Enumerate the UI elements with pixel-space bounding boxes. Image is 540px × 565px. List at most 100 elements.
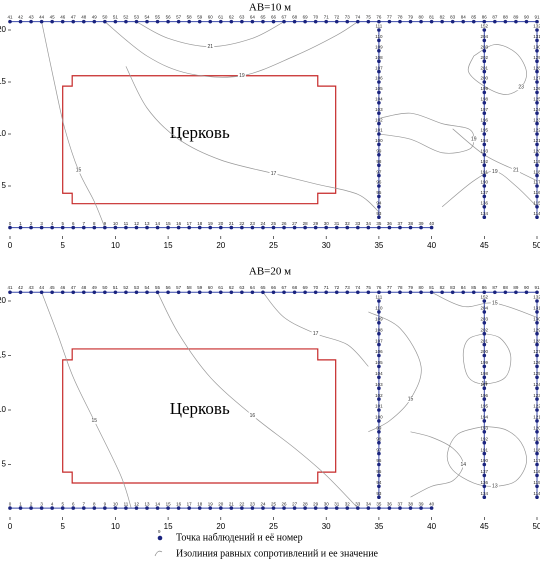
point-number: 65 [260,14,266,19]
point-number: 68 [292,285,298,290]
observation-point [282,225,286,230]
x-tick-label: 10 [111,522,120,531]
isoline [378,112,475,154]
observation-point [50,290,54,295]
point-number: 32 [345,221,351,226]
chart-title: АВ=10 м [249,2,291,14]
observation-point [503,19,508,24]
observation-point [166,506,170,510]
observation-point [377,440,381,445]
observation-point [377,173,381,178]
isoline-label: 19 [492,169,498,175]
observation-point [535,321,539,325]
point-number: 196 [481,393,489,398]
point-number: 43 [29,14,35,19]
observation-point [408,19,413,24]
point-number: 46 [60,285,66,290]
point-number: 96 [376,458,382,463]
point-number: 51 [113,285,119,290]
isoline-label: 19 [471,137,477,143]
x-tick-label: 0 [8,241,13,250]
point-number: 66 [271,14,277,19]
point-number: 98 [376,436,382,441]
observation-point [408,290,413,295]
point-number: 63 [239,285,245,290]
observation-point [535,451,539,456]
y-tick-label: 5 [2,181,7,190]
x-tick-label: 15 [164,241,173,250]
observation-point [535,462,539,467]
point-number: 136 [481,480,489,485]
point-number: 2 [30,221,33,226]
observation-point [92,19,97,24]
observation-point [377,386,381,391]
observation-point [482,451,487,456]
point-number: 102 [375,117,383,122]
point-number: 18 [197,501,203,506]
point-number: 107 [375,338,383,343]
observation-point [71,506,76,510]
observation-point [271,19,276,24]
point-number: 90 [524,14,530,19]
point-number: 27 [292,221,298,226]
observation-point [482,215,487,219]
point-number: 152 [481,295,489,300]
observation-point [18,506,23,510]
point-number: 109 [375,316,383,321]
point-number: 137 [481,469,489,474]
church-outline [62,75,337,205]
point-number: 102 [375,393,383,398]
point-number: 69 [303,285,309,290]
point-number: 49 [92,285,98,290]
point-number: 7 [83,501,86,506]
point-number: 114 [533,491,540,496]
observation-point [113,290,118,295]
point-number: 86 [482,14,488,19]
point-number: 131 [533,306,540,311]
observation-point [197,19,202,24]
observation-point [219,290,223,295]
point-number: 65 [260,285,266,290]
observation-point [387,506,392,510]
observation-point [535,430,539,434]
point-number: 67 [282,14,288,19]
observation-point [103,506,107,510]
point-number: 30 [324,501,330,506]
point-number: 203 [481,316,489,321]
point-number: 41 [7,285,13,290]
observation-point [440,19,444,24]
point-number: 45 [50,14,56,19]
point-number: 64 [250,285,256,290]
isoline-label-bg [406,396,415,403]
point-number: 195 [481,404,489,409]
point-number: 41 [7,14,13,19]
observation-point [535,38,539,43]
point-number: 106 [375,349,383,354]
observation-point [535,163,539,167]
point-number: 126 [533,360,540,365]
observation-point [482,290,487,295]
point-number: 78 [397,285,403,290]
observation-point [482,69,487,74]
observation-point [366,19,371,24]
point-number: 20 [218,501,224,506]
isoline-label: 23 [518,85,524,91]
observation-point [377,49,381,53]
point-number: 23 [250,221,256,226]
point-number: 40 [429,221,435,226]
observation-point [482,364,487,369]
point-number: 54 [145,14,151,19]
x-tick-label: 45 [480,522,489,531]
observation-point [145,290,149,295]
observation-point [356,506,360,510]
observation-point [482,28,487,32]
point-number: 130 [533,44,540,49]
point-number: 89 [513,285,519,290]
legend-point-text: Точка наблюдений и её номер [176,532,303,543]
point-number: 7 [83,221,86,226]
point-number: 75 [366,285,372,290]
isoline-label: 13 [492,484,498,490]
point-number: 111 [375,24,382,29]
y-tick-label: 10 [0,129,7,138]
point-number: 111 [375,295,382,300]
